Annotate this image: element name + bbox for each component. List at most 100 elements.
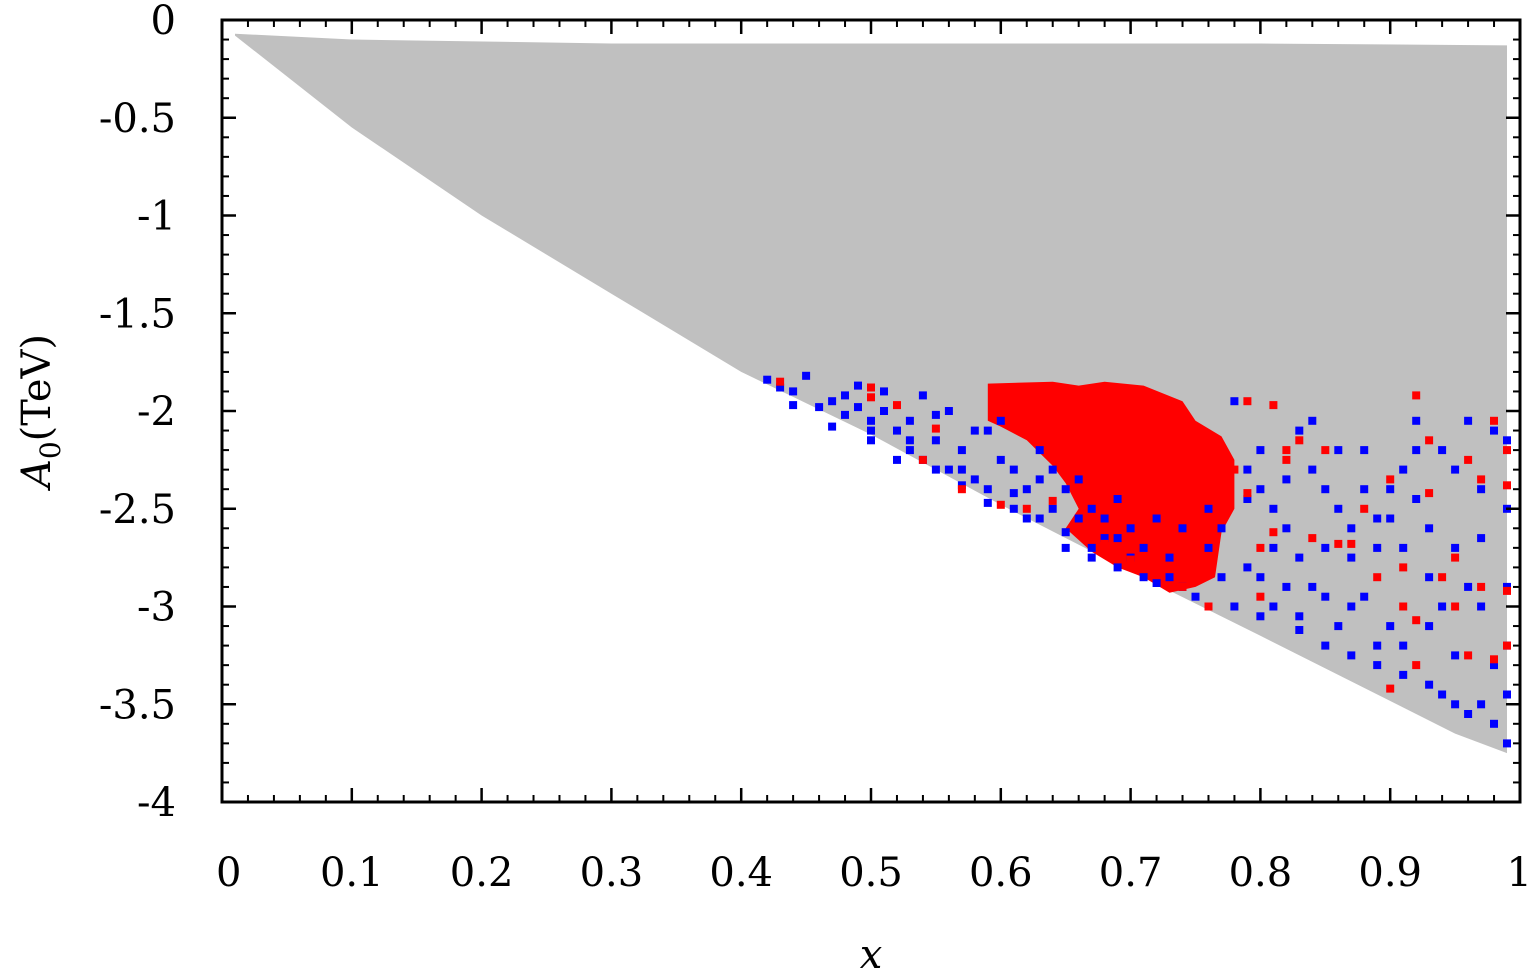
blue-point xyxy=(854,381,862,390)
blue-point xyxy=(931,410,940,419)
blue-point xyxy=(1178,524,1187,533)
blue-point xyxy=(1022,514,1031,523)
blue-point xyxy=(1100,514,1109,523)
red-point xyxy=(1425,489,1434,498)
blue-point xyxy=(1373,514,1382,523)
axis-ticks xyxy=(220,18,1522,804)
blue-point xyxy=(1503,739,1511,748)
blue-point xyxy=(1438,446,1447,455)
blue-point xyxy=(1204,504,1213,513)
blue-point xyxy=(1477,602,1486,611)
y-axis-label: A0(TeV) xyxy=(14,334,67,492)
blue-point xyxy=(1360,485,1369,494)
blue-point xyxy=(1152,579,1161,587)
red-point xyxy=(1373,573,1382,582)
blue-point xyxy=(1347,553,1356,562)
red-point xyxy=(1334,539,1343,548)
blue-point xyxy=(763,375,772,384)
blue-point xyxy=(1269,543,1278,552)
blue-point xyxy=(1191,592,1200,601)
blue-point xyxy=(1308,582,1317,591)
blue-point xyxy=(867,416,875,425)
blue-point xyxy=(1373,543,1382,552)
blue-point xyxy=(1009,504,1018,513)
blue-point xyxy=(1490,719,1498,728)
blue-point xyxy=(1308,465,1317,474)
blue-point xyxy=(1386,485,1395,494)
x-tick-label: 0 xyxy=(216,850,241,896)
blue-point xyxy=(1295,553,1304,562)
y-tick-label: -1 xyxy=(137,194,176,240)
blue-point xyxy=(1347,524,1356,533)
red-dense-region xyxy=(987,381,1235,593)
red-point xyxy=(1178,582,1187,591)
blue-point xyxy=(996,455,1005,464)
y-tick-label: -3.5 xyxy=(99,682,176,728)
blue-point xyxy=(1269,602,1278,611)
red-point xyxy=(1321,446,1330,455)
blue-point xyxy=(1061,543,1070,552)
blue-point xyxy=(1477,534,1486,543)
red-point xyxy=(1477,475,1486,484)
red-point xyxy=(1269,401,1278,410)
red-point xyxy=(1360,504,1369,513)
red-dense-region-layer xyxy=(987,381,1235,593)
blue-point xyxy=(1295,612,1304,621)
blue-point xyxy=(828,397,837,406)
blue-point xyxy=(970,426,979,435)
red-point xyxy=(1295,436,1304,445)
blue-point xyxy=(1438,690,1447,699)
blue-point xyxy=(1113,563,1122,572)
red-point xyxy=(1386,684,1395,693)
red-point xyxy=(867,393,875,402)
blue-point xyxy=(1464,582,1473,591)
blue-point xyxy=(1061,528,1070,537)
blue-point xyxy=(880,407,888,415)
blue-point xyxy=(1217,524,1226,533)
blue-point xyxy=(1373,641,1382,650)
blue-point xyxy=(1360,446,1369,455)
blue-point xyxy=(1269,504,1278,513)
red-point xyxy=(1477,582,1486,591)
blue-point xyxy=(1009,489,1018,498)
blue-point xyxy=(1087,553,1096,562)
blue-point xyxy=(1139,543,1148,552)
red-point xyxy=(957,485,966,494)
blue-point xyxy=(1230,602,1239,611)
red-point xyxy=(1152,571,1161,580)
red-point xyxy=(918,455,927,464)
blue-point xyxy=(1087,504,1096,513)
x-tick-label: 0.6 xyxy=(969,850,1033,896)
blue-point xyxy=(1321,543,1330,552)
red-point xyxy=(1230,465,1239,474)
blue-point xyxy=(905,446,914,455)
x-tick-label: 0.5 xyxy=(839,850,903,896)
blue-point xyxy=(1321,485,1330,494)
blue-point xyxy=(828,422,837,431)
red-point xyxy=(893,401,901,410)
red-point xyxy=(1243,489,1252,498)
blue-point xyxy=(1360,592,1369,601)
red-point xyxy=(1282,446,1291,455)
blue-point xyxy=(931,465,940,474)
blue-point xyxy=(789,387,798,396)
blue-point xyxy=(1425,524,1434,533)
blue-point xyxy=(1412,416,1421,425)
red-point xyxy=(1282,455,1291,464)
blue-point xyxy=(1256,612,1265,621)
blue-point xyxy=(893,426,901,435)
red-point xyxy=(1074,524,1083,533)
blue-point xyxy=(880,387,888,396)
red-point xyxy=(1269,528,1278,537)
x-tick-label: 0.1 xyxy=(320,850,384,896)
blue-point xyxy=(1230,397,1239,406)
blue-point xyxy=(1126,524,1135,533)
blue-point xyxy=(1451,465,1460,474)
blue-point xyxy=(1321,641,1330,650)
blue-point xyxy=(1113,534,1122,543)
red-point xyxy=(1425,436,1434,445)
blue-point xyxy=(893,455,901,464)
blue-point xyxy=(1438,602,1447,611)
blue-point xyxy=(1100,534,1109,543)
blue-point xyxy=(1386,622,1395,631)
